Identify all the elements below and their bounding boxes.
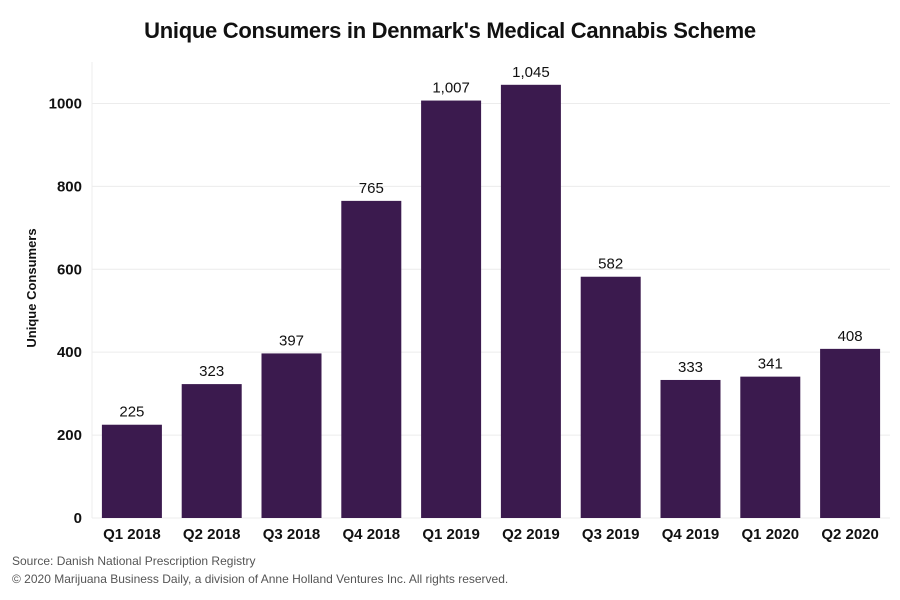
y-tick-label: 600 [57, 261, 82, 278]
data-label: 1,045 [512, 64, 550, 81]
copyright-note: © 2020 Marijuana Business Daily, a divis… [12, 572, 509, 586]
data-label: 333 [678, 359, 703, 376]
y-tick-label: 0 [74, 510, 82, 527]
data-label: 408 [838, 328, 863, 345]
x-tick-label: Q1 2020 [742, 526, 800, 543]
bar [740, 376, 801, 518]
x-tick-label: Q3 2019 [582, 526, 640, 543]
y-tick-label: 400 [57, 344, 82, 361]
bar [580, 276, 641, 518]
bar [261, 353, 322, 518]
bar [820, 348, 881, 518]
bar [660, 379, 721, 518]
x-tick-label: Q2 2020 [821, 526, 879, 543]
data-label: 341 [758, 356, 783, 373]
bars [101, 84, 881, 519]
source-note: Source: Danish National Prescription Reg… [12, 554, 256, 568]
data-label: 397 [279, 332, 304, 349]
y-tick-label: 200 [57, 427, 82, 444]
y-axis-label: Unique Consumers [24, 228, 39, 347]
bar [181, 384, 242, 518]
bar [421, 100, 482, 518]
y-tick-label: 800 [57, 178, 82, 195]
x-axis: Q1 2018 Q2 2018 Q3 2018 Q4 2018 Q1 2019 Q2 20… [103, 526, 879, 543]
x-tick-label: Q1 2019 [422, 526, 480, 543]
x-tick-label: Q1 2018 [103, 526, 161, 543]
x-tick-label: Q4 2018 [343, 526, 401, 543]
y-tick-label: 1000 [49, 95, 82, 112]
bar [101, 424, 162, 518]
bar [341, 200, 402, 518]
y-axis: 0 200 400 600 800 1000 [49, 95, 82, 527]
data-label: 582 [598, 256, 623, 273]
x-tick-label: Q2 2019 [502, 526, 560, 543]
data-label: 765 [359, 180, 384, 197]
bar [500, 84, 561, 519]
data-label: 225 [119, 404, 144, 421]
data-labels: 225 323 397 765 1,007 1,045 582 333 341 408 [119, 64, 862, 421]
data-label: 323 [199, 363, 224, 380]
x-tick-label: Q3 2018 [263, 526, 321, 543]
chart-title: Unique Consumers in Denmark's Medical Ca… [144, 18, 756, 43]
x-tick-label: Q2 2018 [183, 526, 241, 543]
x-tick-label: Q4 2019 [662, 526, 720, 543]
data-label: 1,007 [432, 80, 470, 97]
